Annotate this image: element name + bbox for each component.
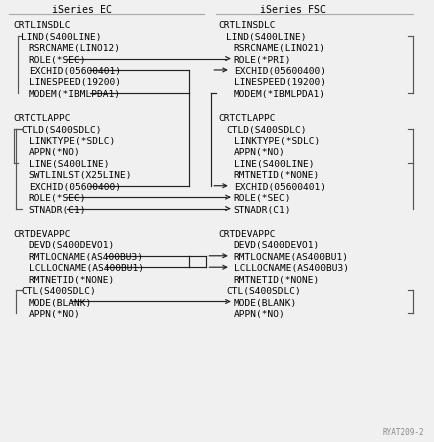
Text: LINESPEED(19200): LINESPEED(19200) — [29, 78, 121, 88]
Text: CTL(S400SDLC): CTL(S400SDLC) — [21, 287, 95, 296]
Text: iSeries EC: iSeries EC — [52, 5, 112, 15]
Text: RMTNETID(*NONE): RMTNETID(*NONE) — [29, 276, 115, 285]
Text: APPN(*NO): APPN(*NO) — [234, 149, 286, 157]
Text: CRTDEVAPPC: CRTDEVAPPC — [218, 230, 276, 239]
Text: CRTLINSDLC: CRTLINSDLC — [13, 21, 71, 30]
Text: LINE(S400LINE): LINE(S400LINE) — [29, 160, 109, 169]
Text: LCLLOCNAME(AS400BU1): LCLLOCNAME(AS400BU1) — [29, 264, 144, 273]
Text: RSRCNAME(LINO12): RSRCNAME(LINO12) — [29, 44, 121, 53]
Text: RYAT209-2: RYAT209-2 — [382, 428, 424, 437]
Text: RMTNETID(*NONE): RMTNETID(*NONE) — [234, 276, 320, 285]
Text: MODE(BLANK): MODE(BLANK) — [29, 298, 92, 308]
Text: CRTCTLAPPC: CRTCTLAPPC — [13, 114, 71, 123]
Text: CTLD(S400SDLC): CTLD(S400SDLC) — [21, 126, 102, 135]
Text: iSeries FSC: iSeries FSC — [260, 5, 326, 15]
Text: LINKTYPE(*SDLC): LINKTYPE(*SDLC) — [234, 137, 320, 146]
Text: EXCHID(05600400): EXCHID(05600400) — [234, 67, 326, 76]
Text: RMTNETID(*NONE): RMTNETID(*NONE) — [234, 171, 320, 180]
Text: STNADR(C1): STNADR(C1) — [234, 206, 291, 215]
Text: ROLE(*SEC): ROLE(*SEC) — [234, 194, 291, 203]
Text: ROLE(*PRI): ROLE(*PRI) — [234, 56, 291, 65]
Text: LIND(S400LINE): LIND(S400LINE) — [21, 33, 102, 42]
Text: RSRCNAME(LINO21): RSRCNAME(LINO21) — [234, 44, 326, 53]
Text: LINESPEED(19200): LINESPEED(19200) — [234, 78, 326, 88]
Text: MODE(BLANK): MODE(BLANK) — [234, 298, 297, 308]
Text: MODEM(*IBMLPDA1): MODEM(*IBMLPDA1) — [29, 90, 121, 99]
Text: EXCHID(05600401): EXCHID(05600401) — [234, 183, 326, 192]
Text: MODEM(*IBMLPDA1): MODEM(*IBMLPDA1) — [234, 90, 326, 99]
Text: LINE(S400LINE): LINE(S400LINE) — [234, 160, 314, 169]
Text: ROLE(*SEC): ROLE(*SEC) — [29, 56, 86, 65]
Text: RMTLOCNAME(AS400BU3): RMTLOCNAME(AS400BU3) — [29, 253, 144, 262]
Text: ROLE(*SEC): ROLE(*SEC) — [29, 194, 86, 203]
Text: DEVD(S400DEVO1): DEVD(S400DEVO1) — [234, 241, 320, 250]
Text: LIND(S400LINE): LIND(S400LINE) — [226, 33, 306, 42]
Text: LINKTYPE(*SDLC): LINKTYPE(*SDLC) — [29, 137, 115, 146]
Text: EXCHID(05600401): EXCHID(05600401) — [29, 67, 121, 76]
Text: EXCHID(05600400): EXCHID(05600400) — [29, 183, 121, 192]
Text: CRTDEVAPPC: CRTDEVAPPC — [13, 230, 71, 239]
Text: CRTLINSDLC: CRTLINSDLC — [218, 21, 276, 30]
Text: APPN(*NO): APPN(*NO) — [29, 149, 80, 157]
Text: STNADR(C1): STNADR(C1) — [29, 206, 86, 215]
Text: APPN(*NO): APPN(*NO) — [29, 310, 80, 319]
Text: CRTCTLAPPC: CRTCTLAPPC — [218, 114, 276, 123]
Text: CTL(S400SDLC): CTL(S400SDLC) — [226, 287, 301, 296]
Text: SWTLINLST(X25LINE): SWTLINLST(X25LINE) — [29, 171, 132, 180]
Text: LCLLOCNAME(AS400BU3): LCLLOCNAME(AS400BU3) — [234, 264, 349, 273]
Text: APPN(*NO): APPN(*NO) — [234, 310, 286, 319]
Text: CTLD(S400SDLC): CTLD(S400SDLC) — [226, 126, 306, 135]
Text: RMTLOCNAME(AS400BU1): RMTLOCNAME(AS400BU1) — [234, 253, 349, 262]
Text: DEVD(S400DEVO1): DEVD(S400DEVO1) — [29, 241, 115, 250]
